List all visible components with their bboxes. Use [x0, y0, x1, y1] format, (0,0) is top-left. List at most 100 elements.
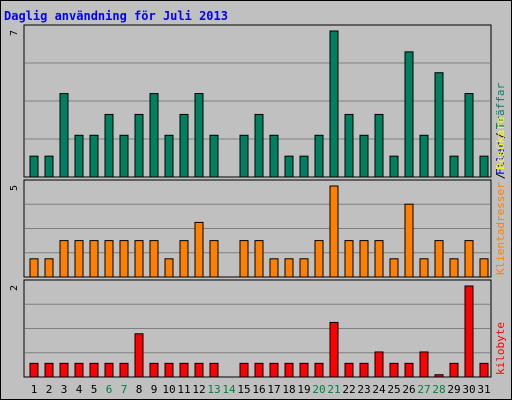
bar-bottom-day-4: [74, 362, 84, 378]
bar-top-day-2: [44, 155, 54, 178]
bar-middle-day-7: [119, 240, 129, 278]
bar-bottom-day-16: [254, 362, 264, 378]
bar-middle-day-27: [419, 258, 429, 278]
legend-klientadresser: Klientadresser: [494, 182, 507, 275]
x-label-day-15: 15: [237, 383, 250, 396]
bar-bottom-day-17: [269, 362, 279, 378]
bar-top-day-6: [104, 113, 114, 178]
bar-bottom-day-30: [464, 285, 474, 378]
bar-bottom-day-19: [299, 362, 309, 378]
bar-top-day-12: [194, 93, 204, 178]
bar-middle-day-11: [179, 240, 189, 278]
bar-middle-day-10: [164, 258, 174, 278]
bar-top-day-13: [209, 134, 219, 178]
x-label-day-6: 6: [106, 383, 113, 396]
x-label-day-27: 27: [417, 383, 430, 396]
bar-bottom-day-25: [389, 362, 399, 378]
x-label-day-26: 26: [402, 383, 415, 396]
legend-sep-2: /: [494, 173, 507, 180]
bar-bottom-day-7: [119, 362, 129, 378]
x-label-day-10: 10: [162, 383, 175, 396]
bar-middle-day-18: [284, 258, 294, 278]
legend-sep-1: /: [494, 132, 507, 139]
x-label-day-5: 5: [91, 383, 98, 396]
bar-middle-day-29: [449, 258, 459, 278]
bar-bottom-day-31: [479, 362, 489, 378]
x-axis-labels: 1 2 3 4 5 6 7 8 9 10 11 12 13 14 15 16 17 18 19 20 21 22 23 24 2…: [31, 383, 491, 396]
bar-bottom-day-5: [89, 362, 99, 378]
bar-middle-day-4: [74, 240, 84, 278]
ytick-mid-max: 5: [9, 185, 20, 191]
bar-middle-day-23: [359, 240, 369, 278]
bar-top-day-17: [269, 134, 279, 178]
ytick-bot-max: 2: [9, 285, 20, 291]
bar-middle-day-21: [329, 185, 339, 278]
legend-middle: Klientadresser/Besökare: [494, 117, 507, 275]
bar-bottom-day-12: [194, 362, 204, 378]
bar-bottom-day-11: [179, 362, 189, 378]
bar-top-day-1: [29, 155, 39, 178]
bar-top-day-29: [449, 155, 459, 178]
bar-top-day-26: [404, 51, 414, 178]
x-label-day-17: 17: [267, 383, 280, 396]
bar-top-day-8: [134, 113, 144, 178]
bar-middle-day-3: [59, 240, 69, 278]
bar-bottom-day-2: [44, 362, 54, 378]
bar-middle-day-26: [404, 203, 414, 278]
x-label-day-18: 18: [282, 383, 295, 396]
x-label-day-11: 11: [177, 383, 190, 396]
x-label-day-4: 4: [76, 383, 83, 396]
legend-traffar: Träffar: [494, 83, 507, 130]
bar-bottom-day-6: [104, 362, 114, 378]
ytick-top-max: 7: [9, 30, 20, 36]
bar-top-day-10: [164, 134, 174, 178]
x-label-day-28: 28: [432, 383, 445, 396]
bar-top-day-28: [434, 72, 444, 178]
bar-bottom-day-15: [239, 362, 249, 378]
x-label-day-13: 13: [207, 383, 220, 396]
bar-top-day-11: [179, 113, 189, 178]
bar-top-day-7: [119, 134, 129, 178]
bar-middle-day-28: [434, 240, 444, 278]
bar-top-day-3: [59, 93, 69, 178]
bar-bottom-day-26: [404, 362, 414, 378]
bar-bottom-day-23: [359, 362, 369, 378]
bar-top-day-19: [299, 155, 309, 178]
bar-middle-day-13: [209, 240, 219, 278]
bar-middle-day-8: [134, 240, 144, 278]
bar-top-day-20: [314, 134, 324, 178]
bar-top-day-24: [374, 113, 384, 178]
legend-besokare: Besökare: [494, 117, 507, 170]
bar-top-day-27: [419, 134, 429, 178]
x-label-day-19: 19: [297, 383, 310, 396]
bar-top-day-4: [74, 134, 84, 178]
bar-top-day-21: [329, 30, 339, 178]
x-label-day-30: 30: [462, 383, 475, 396]
bar-middle-day-1: [29, 258, 39, 278]
bar-top-day-25: [389, 155, 399, 178]
x-label-day-3: 3: [61, 383, 68, 396]
chart-title: Daglig användning för Juli 2013: [4, 9, 228, 23]
bar-bottom-day-24: [374, 351, 384, 378]
bar-bottom-day-13: [209, 362, 219, 378]
bar-middle-day-16: [254, 240, 264, 278]
bars-group: [29, 30, 489, 378]
bar-top-day-18: [284, 155, 294, 178]
bar-top-day-5: [89, 134, 99, 178]
bar-top-day-22: [344, 113, 354, 178]
x-label-day-9: 9: [151, 383, 158, 396]
bar-top-day-23: [359, 134, 369, 178]
x-label-day-31: 31: [477, 383, 490, 396]
bar-bottom-day-1: [29, 362, 39, 378]
x-label-day-29: 29: [447, 383, 460, 396]
bar-top-day-31: [479, 155, 489, 178]
x-label-day-8: 8: [136, 383, 143, 396]
x-label-day-22: 22: [342, 383, 355, 396]
bar-bottom-day-3: [59, 362, 69, 378]
x-label-day-21: 21: [327, 383, 340, 396]
bar-bottom-day-28: [434, 374, 444, 378]
bar-bottom-day-9: [149, 362, 159, 378]
bar-middle-day-5: [89, 240, 99, 278]
bar-middle-day-20: [314, 240, 324, 278]
